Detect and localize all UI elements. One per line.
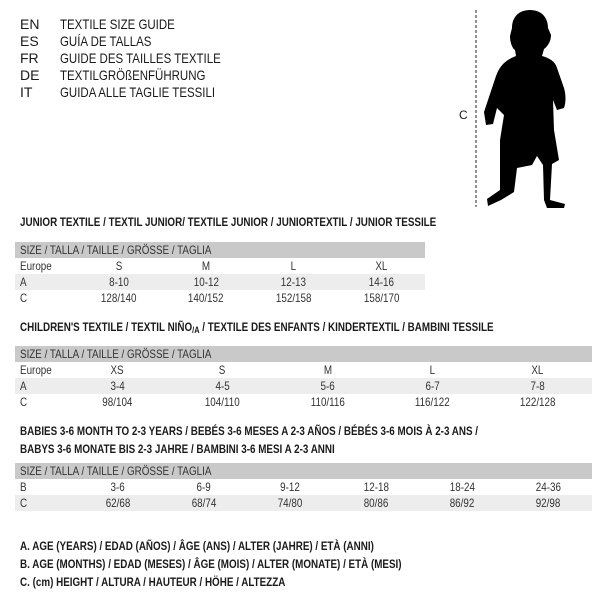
table-cell: XL xyxy=(531,363,544,377)
table-cell: M xyxy=(201,259,211,273)
child-silhouette xyxy=(484,10,566,208)
row-label: A xyxy=(20,379,27,393)
header-text: SIZE / TALLA / TAILLE / GRÖSSE / TAGLIA xyxy=(20,347,212,361)
table-cell: 3-4 xyxy=(110,379,125,393)
table-cell: 92/98 xyxy=(535,496,561,510)
children-size-table: SIZE / TALLA / TAILLE / GRÖSSE / TAGLIA … xyxy=(15,346,592,410)
table-cell: 12-18 xyxy=(363,480,389,494)
row-label: Europe xyxy=(20,363,52,377)
table-row: Europe XS S M L XL xyxy=(15,362,592,378)
table-cell: 3-6 xyxy=(110,480,126,494)
junior-section-title: JUNIOR TEXTILE / TEXTIL JUNIOR/ TEXTILE … xyxy=(20,215,528,229)
children-title-rest: / TEXTILE DES ENFANTS / KINDERTEXTIL / B… xyxy=(199,320,494,334)
lang-title: TEXTILGRÖßENFÜHRUNG xyxy=(60,67,206,83)
table-row: B 3-6 6-9 9-12 12-18 18-24 24-36 xyxy=(15,479,592,495)
junior-title-text: JUNIOR TEXTILE / TEXTIL JUNIOR/ TEXTILE … xyxy=(20,215,437,229)
junior-size-table: SIZE / TALLA / TAILLE / GRÖSSE / TAGLIA … xyxy=(15,242,425,306)
table-cell: 14-16 xyxy=(368,275,394,289)
table-cell: S xyxy=(219,363,226,377)
table-header: SIZE / TALLA / TAILLE / GRÖSSE / TAGLIA xyxy=(15,242,425,258)
row-label: C xyxy=(20,496,28,510)
table-cell: 62/68 xyxy=(105,496,131,510)
row-label: Europe xyxy=(20,259,52,273)
table-cell: 74/80 xyxy=(277,496,303,510)
children-title-text: CHILDREN'S TEXTILE / TEXTIL NIÑO xyxy=(20,320,193,334)
table-cell: 68/74 xyxy=(191,496,217,510)
children-title-subscript: /A xyxy=(192,325,200,335)
table-cell: 122/128 xyxy=(519,395,556,409)
table-cell: M xyxy=(323,363,332,377)
table-cell: 5-6 xyxy=(320,379,335,393)
table-cell: 140/152 xyxy=(188,291,224,305)
table-row: A 8-10 10-12 12-13 14-16 xyxy=(15,274,425,290)
table-cell: 116/122 xyxy=(415,395,450,409)
table-cell: 24-36 xyxy=(535,480,561,494)
lang-title: GUIDE DES TAILLES TEXTILE xyxy=(60,50,221,66)
table-cell: 98/104 xyxy=(102,395,133,409)
height-measure-label: C xyxy=(459,108,468,122)
table-cell: 80/86 xyxy=(363,496,389,510)
babies-section-title-line2: BABYS 3-6 MONATE BIS 2-3 JAHRE / BAMBINI… xyxy=(20,442,335,456)
babies-size-table: SIZE / TALLA / TAILLE / GRÖSSE / TAGLIA … xyxy=(15,463,592,511)
table-cell: 158/170 xyxy=(363,291,399,305)
table-cell: 128/140 xyxy=(100,291,137,305)
table-row: C 128/140 140/152 152/158 158/170 xyxy=(15,290,425,306)
lang-title: GUIDA ALLE TAGLIE TESSILI xyxy=(60,84,216,100)
table-cell: 86/92 xyxy=(449,496,475,510)
table-cell: 4-5 xyxy=(215,379,230,393)
header-text: SIZE / TALLA / TAILLE / GRÖSSE / TAGLIA xyxy=(20,464,212,478)
babies-section-title-line1: BABIES 3-6 MONTH TO 2-3 YEARS / BEBÉS 3-… xyxy=(20,424,479,438)
row-label: C xyxy=(20,395,28,409)
table-cell: 6-9 xyxy=(196,480,212,494)
table-cell: 9-12 xyxy=(280,480,300,494)
table-cell: 110/116 xyxy=(310,395,345,409)
table-cell: XS xyxy=(110,363,125,377)
table-cell: XL xyxy=(375,259,388,273)
table-cell: 10-12 xyxy=(193,275,219,289)
table-cell: 12-13 xyxy=(281,275,307,289)
row-label: A xyxy=(20,275,27,289)
table-row: C 98/104 104/110 110/116 116/122 122/128 xyxy=(15,394,592,410)
child-silhouette-icon xyxy=(475,10,566,208)
table-cell: 7-8 xyxy=(530,379,545,393)
table-row: C 62/68 68/74 74/80 80/86 86/92 92/98 xyxy=(15,495,592,511)
table-row: Europe S M L XL xyxy=(15,258,425,274)
table-cell: L xyxy=(290,259,297,273)
header-text: SIZE / TALLA / TAILLE / GRÖSSE / TAGLIA xyxy=(20,243,212,257)
legend-item-a: A. AGE (YEARS) / EDAD (AÑOS) / ÂGE (ANS)… xyxy=(20,539,374,553)
row-label: B xyxy=(20,480,27,494)
lang-title: TEXTILE SIZE GUIDE xyxy=(60,16,175,32)
table-cell: S xyxy=(115,259,122,273)
lang-code: DE xyxy=(20,67,40,83)
table-cell: 18-24 xyxy=(449,480,475,494)
lang-title: GUÍA DE TALLAS xyxy=(60,33,152,49)
lang-code: FR xyxy=(20,50,39,66)
table-cell: 152/158 xyxy=(275,291,312,305)
lang-code: EN xyxy=(20,16,40,32)
table-header: SIZE / TALLA / TAILLE / GRÖSSE / TAGLIA xyxy=(15,463,592,479)
legend-item-b: B. AGE (MONTHS) / EDAD (MESES) / ÂGE (MO… xyxy=(20,557,402,571)
table-cell: 104/110 xyxy=(205,395,240,409)
row-label: C xyxy=(20,291,28,305)
legend-item-c: C. (cm) HEIGHT / ALTURA / HAUTEUR / HÖHE… xyxy=(20,575,286,589)
table-cell: 8-10 xyxy=(108,275,129,289)
table-header: SIZE / TALLA / TAILLE / GRÖSSE / TAGLIA xyxy=(15,346,592,362)
children-section-title: CHILDREN'S TEXTILE / TEXTIL NIÑO/A / TEX… xyxy=(20,320,597,335)
lang-code: IT xyxy=(20,84,33,100)
table-cell: 6-7 xyxy=(425,379,440,393)
table-row: A 3-4 4-5 5-6 6-7 7-8 xyxy=(15,378,592,394)
language-titles: EN TEXTILE SIZE GUIDE ES GUÍA DE TALLAS FR… xyxy=(0,16,440,106)
lang-code: ES xyxy=(20,33,39,49)
table-cell: L xyxy=(429,363,436,377)
